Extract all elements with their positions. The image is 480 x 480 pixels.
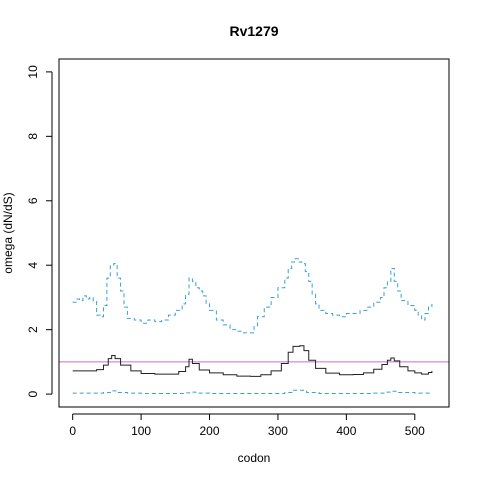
x-tick-label: 0 xyxy=(69,424,76,438)
x-tick-label: 400 xyxy=(336,424,356,438)
plot-area xyxy=(59,258,449,394)
y-axis: 0 2 4 6 8 10 xyxy=(26,65,53,397)
series-line-upper xyxy=(72,258,433,334)
y-tick-label: 4 xyxy=(26,262,40,269)
x-axis: 0 100 200 300 400 500 xyxy=(69,413,425,438)
series-line-lower xyxy=(72,389,432,394)
chart-title: Rv1279 xyxy=(229,23,278,39)
x-tick-label: 100 xyxy=(131,424,151,438)
series-line-mean xyxy=(72,345,433,377)
y-axis-label: omega (dN/dS) xyxy=(1,192,15,273)
x-tick-label: 200 xyxy=(200,424,220,438)
x-axis-label: codon xyxy=(238,451,271,465)
x-tick-label: 500 xyxy=(405,424,425,438)
y-tick-label: 6 xyxy=(26,197,40,204)
y-tick-label: 0 xyxy=(26,390,40,397)
y-tick-label: 2 xyxy=(26,326,40,333)
x-tick-label: 300 xyxy=(268,424,288,438)
y-tick-label: 10 xyxy=(26,65,40,79)
plot-frame xyxy=(58,58,450,408)
y-tick-label: 8 xyxy=(26,133,40,140)
